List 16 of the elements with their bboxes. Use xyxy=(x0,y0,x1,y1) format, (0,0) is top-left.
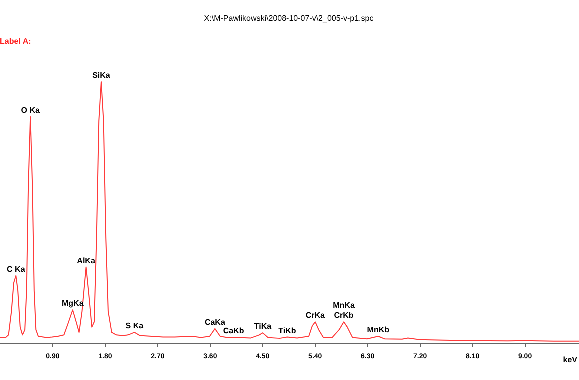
x-axis-title: keV xyxy=(563,356,578,364)
annotation: CrKb xyxy=(334,311,354,320)
annotation: MnKb xyxy=(367,325,390,334)
annotation: CaKa xyxy=(204,318,226,327)
annotation: S Ka xyxy=(126,322,144,331)
annotation: O Ka xyxy=(21,106,40,115)
annotation: TiKa xyxy=(254,322,272,332)
annotation: MnKa xyxy=(333,301,356,310)
text: Label A: xyxy=(0,37,32,46)
annotation: TiKb xyxy=(278,326,296,336)
annotation: AlKa xyxy=(77,256,96,266)
annotation: CaKb xyxy=(223,326,244,336)
annotation: C Ka xyxy=(7,264,26,274)
annotation: CrKa xyxy=(306,311,326,320)
annotation: SiKa xyxy=(92,71,111,80)
chart-title: X:\M-Pawlikowski\2008-10-07-v\2_005-v-p1.spc xyxy=(204,14,374,23)
